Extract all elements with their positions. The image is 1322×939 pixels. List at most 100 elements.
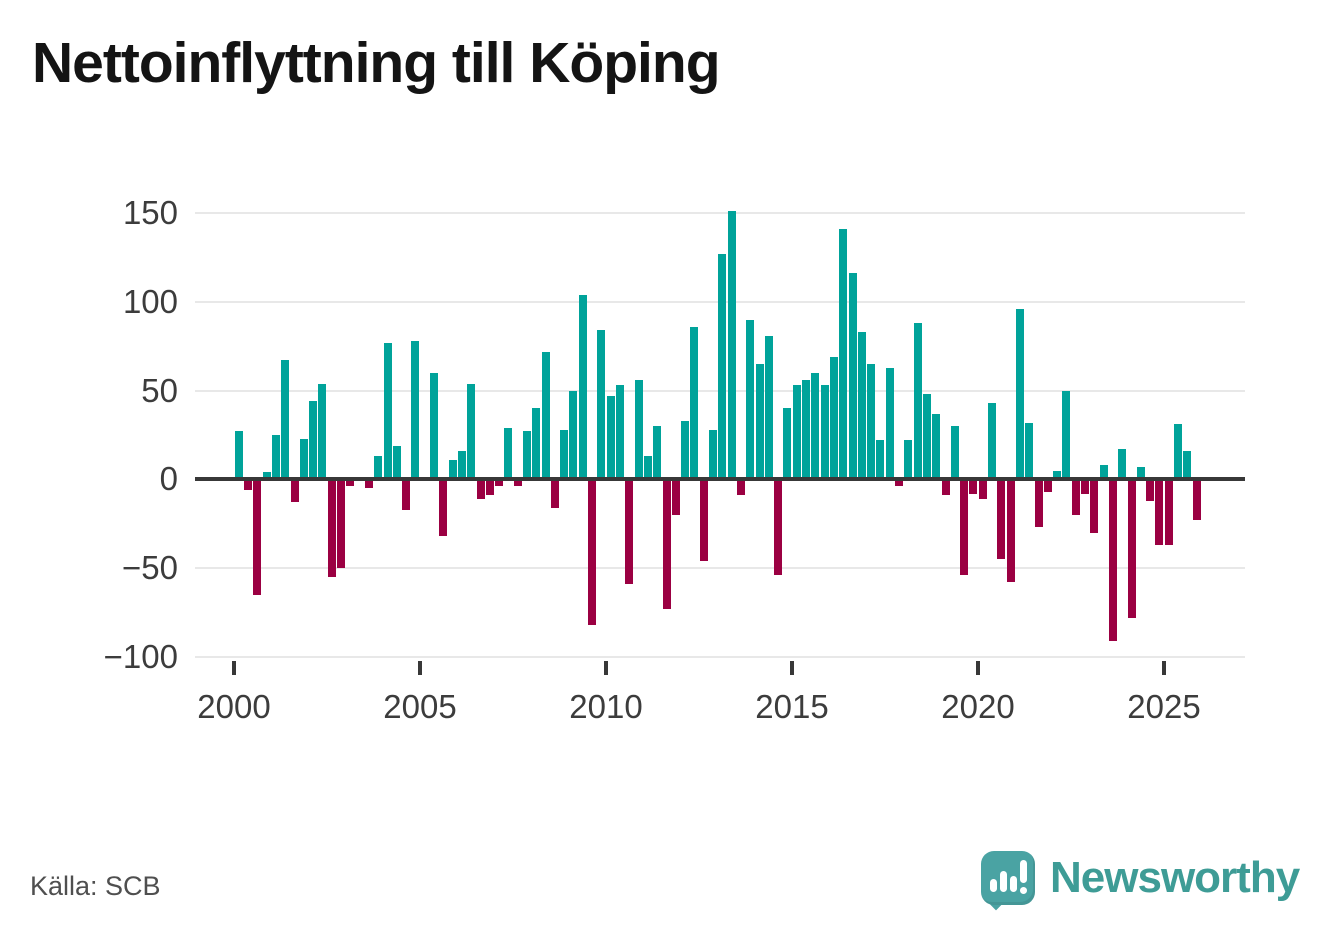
bar bbox=[1034, 479, 1043, 528]
chart-title: Nettoinflyttning till Köping bbox=[32, 31, 721, 95]
x-axis-tick bbox=[976, 661, 980, 675]
bar bbox=[383, 342, 392, 480]
bar bbox=[1099, 465, 1108, 480]
bar bbox=[448, 459, 457, 480]
x-axis-tick-label: 2015 bbox=[755, 688, 829, 725]
bar bbox=[755, 364, 764, 480]
bar bbox=[1192, 479, 1201, 521]
y-axis-tick-label: −50 bbox=[122, 549, 178, 587]
x-axis-tick-label: 2010 bbox=[569, 688, 643, 725]
logo-chart-bar-icon bbox=[1010, 876, 1017, 892]
bar bbox=[820, 385, 829, 480]
bar bbox=[290, 479, 299, 503]
bar bbox=[1043, 479, 1052, 492]
bar bbox=[1025, 422, 1034, 480]
bar bbox=[532, 408, 541, 480]
gridline bbox=[195, 567, 1245, 570]
bar bbox=[578, 294, 587, 480]
bar bbox=[485, 479, 494, 496]
x-axis-tick bbox=[418, 661, 422, 675]
newsworthy-logo[interactable]: Newsworthy bbox=[980, 845, 1300, 915]
bar bbox=[504, 427, 513, 480]
bar bbox=[736, 479, 745, 496]
bar bbox=[1062, 390, 1071, 480]
gridline bbox=[195, 212, 1245, 214]
bar bbox=[467, 383, 476, 480]
logo-bubble-icon bbox=[981, 851, 1035, 905]
bar bbox=[1081, 479, 1089, 494]
y-axis-tick-label: −100 bbox=[103, 638, 178, 675]
bar bbox=[1183, 451, 1192, 480]
bar bbox=[560, 429, 569, 480]
bar bbox=[792, 385, 801, 480]
bar bbox=[653, 426, 662, 480]
bar bbox=[411, 340, 420, 480]
bar bbox=[1071, 479, 1080, 515]
bar bbox=[234, 431, 243, 480]
bar bbox=[1127, 479, 1136, 618]
y-axis-tick-label: 0 bbox=[159, 460, 178, 498]
bar bbox=[550, 479, 559, 508]
bar bbox=[839, 229, 848, 480]
source-label: Källa: SCB bbox=[30, 871, 161, 901]
bar bbox=[932, 413, 941, 480]
bar bbox=[243, 479, 252, 491]
bar bbox=[1015, 308, 1024, 480]
bar bbox=[885, 367, 894, 480]
x-axis-tick-label: 2005 bbox=[383, 688, 457, 725]
bar bbox=[402, 479, 411, 510]
x-axis-tick-label: 2025 bbox=[1127, 688, 1201, 725]
x-axis-tick bbox=[790, 661, 794, 675]
bar bbox=[699, 479, 708, 562]
bar bbox=[457, 451, 466, 480]
bar bbox=[1090, 479, 1099, 533]
bar bbox=[1006, 479, 1015, 583]
bar bbox=[829, 356, 838, 480]
bar bbox=[997, 479, 1006, 560]
bar bbox=[876, 440, 885, 480]
bar bbox=[346, 479, 355, 487]
bar bbox=[1053, 470, 1062, 480]
bar bbox=[615, 385, 624, 480]
bar bbox=[625, 479, 634, 585]
bar bbox=[392, 445, 401, 480]
bar bbox=[541, 351, 550, 480]
bar bbox=[262, 472, 271, 480]
bar bbox=[606, 395, 615, 480]
y-axis-tick-label: 150 bbox=[122, 194, 178, 231]
bar bbox=[960, 479, 969, 576]
bar bbox=[1155, 479, 1164, 546]
bar bbox=[522, 431, 531, 480]
bar bbox=[299, 438, 308, 480]
bar bbox=[709, 429, 717, 480]
bar bbox=[671, 479, 680, 515]
bar bbox=[895, 479, 903, 487]
bar bbox=[950, 426, 959, 480]
bar bbox=[727, 211, 736, 480]
x-axis-tick bbox=[1162, 661, 1166, 675]
bar bbox=[867, 364, 876, 480]
x-axis-tick-label: 2020 bbox=[941, 688, 1015, 725]
bar bbox=[801, 379, 810, 480]
bar bbox=[662, 479, 671, 609]
bar bbox=[513, 479, 522, 487]
bar bbox=[643, 456, 652, 480]
bar bbox=[718, 253, 727, 480]
bar bbox=[922, 394, 931, 480]
bar bbox=[774, 479, 783, 576]
zero-axis-line bbox=[195, 477, 1245, 482]
bar bbox=[281, 360, 290, 480]
bar bbox=[1108, 479, 1117, 641]
logo-chart-bar-icon bbox=[1000, 871, 1007, 892]
bar bbox=[941, 479, 950, 496]
bar bbox=[569, 390, 578, 480]
bar bbox=[1118, 449, 1127, 480]
bar bbox=[681, 420, 690, 480]
bar bbox=[1164, 479, 1173, 546]
bar bbox=[904, 440, 913, 480]
bar bbox=[764, 335, 773, 480]
gridline bbox=[195, 656, 1245, 658]
logo-exclamation-icon bbox=[1020, 860, 1027, 883]
bar bbox=[848, 273, 857, 480]
